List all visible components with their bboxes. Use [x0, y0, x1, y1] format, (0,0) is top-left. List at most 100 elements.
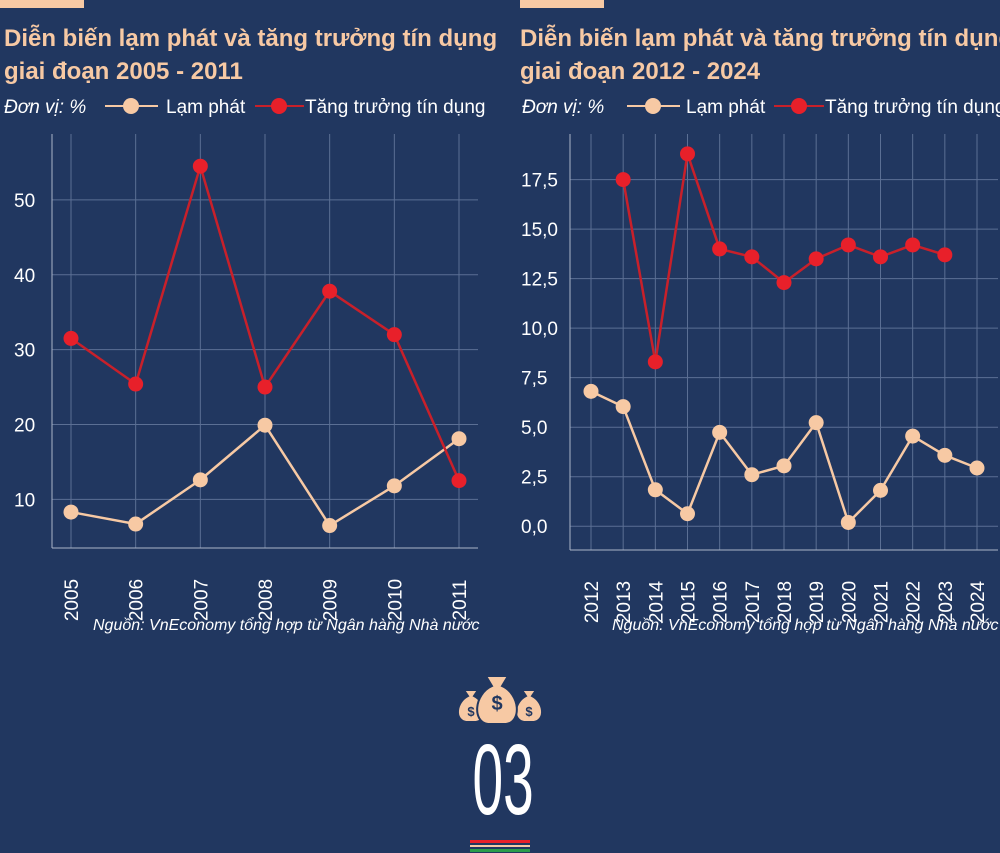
inflation-point: [192, 472, 208, 488]
inflation-point: [776, 458, 792, 474]
svg-text:$: $: [467, 704, 475, 719]
credit-point: [192, 158, 208, 174]
inflation-point: [63, 504, 79, 520]
money-bags-icon: $ $ $: [452, 664, 548, 728]
accent-bar-right: [520, 0, 604, 8]
credit-point: [680, 146, 695, 162]
y-tick-label: 17,5: [521, 171, 558, 192]
svg-text:$: $: [525, 704, 533, 719]
credit-point: [257, 379, 273, 395]
y-tick-label: 5,0: [521, 418, 547, 439]
divider-stripes: [470, 840, 530, 853]
credit-point: [647, 354, 663, 370]
credit-point: [744, 249, 760, 265]
legend-credit-label-left: Tăng trưởng tín dụng: [305, 97, 485, 118]
inflation-point: [905, 428, 921, 444]
y-tick-label: 7,5: [521, 369, 547, 390]
inflation-point: [969, 460, 985, 476]
unit-label-right: Đơn vị: %: [522, 97, 604, 118]
chart-title-right: Diễn biến lạm phát và tăng trưởng tín dụ…: [520, 22, 1000, 88]
y-tick-label: 12,5: [521, 270, 558, 291]
chart-title-right-line1: Diễn biến lạm phát và tăng trưởng tín dụ…: [520, 25, 1000, 52]
x-tick-label: 2021: [872, 581, 893, 623]
chart-title-left: Diễn biến lạm phát và tăng trưởng tín dụ…: [4, 22, 497, 88]
credit-point: [808, 251, 824, 267]
chart-title-left-line2: giai đoạn 2005 - 2011: [4, 58, 243, 85]
x-tick-label: 2024: [968, 580, 989, 623]
inflation-point: [873, 482, 888, 498]
x-tick-label: 2005: [62, 579, 83, 621]
inflation-point: [386, 478, 402, 494]
credit-point: [615, 172, 631, 188]
x-tick-label: 2011: [450, 580, 471, 621]
chart-title-right-line2: giai đoạn 2012 - 2024: [520, 58, 761, 85]
accent-bar-left: [0, 0, 84, 8]
legend-inflation-marker-left: [123, 98, 139, 114]
legend-credit-marker-right: [791, 98, 807, 114]
credit-point: [840, 237, 856, 253]
x-tick-label: 2009: [321, 579, 342, 621]
inflation-point: [128, 516, 144, 532]
source-note-left: Nguồn: VnEconomy tổng hợp từ Ngân hàng N…: [93, 616, 480, 634]
inflation-point: [937, 447, 953, 463]
inflation-point: [615, 399, 631, 415]
x-tick-label: 2014: [646, 580, 667, 623]
chart-title-left-line1: Diễn biến lạm phát và tăng trưởng tín dụ…: [4, 25, 498, 52]
x-tick-label: 2019: [807, 581, 828, 623]
legend-inflation-label-left: Lạm phát: [166, 97, 246, 118]
source-note-right: Nguồn: VnEconomy tổng hợp từ Ngân hàng N…: [612, 616, 999, 634]
credit-point: [128, 376, 144, 392]
credit-point: [905, 237, 921, 253]
credit-point: [712, 241, 728, 257]
legend-inflation-marker-right: [645, 98, 661, 114]
x-tick-label: 2020: [839, 581, 860, 623]
svg-text:$: $: [491, 693, 502, 715]
y-tick-label: 10: [14, 490, 35, 511]
x-tick-label: 2010: [385, 579, 406, 621]
y-tick-label: 20: [14, 415, 35, 436]
x-tick-label: 2017: [743, 581, 764, 623]
y-tick-label: 40: [14, 266, 35, 287]
y-tick-label: 50: [14, 191, 35, 212]
inflation-point: [451, 431, 467, 447]
charts-canvas: Đơn vị: % Lạm phát Tăng trưởng tín dụng …: [4, 97, 1000, 634]
x-tick-label: 2022: [904, 581, 925, 623]
inflation-point: [808, 415, 824, 431]
x-tick-label: 2015: [679, 581, 700, 623]
plot-area-right: 0,0 2,5 5,0 7,5 10,0 12,5 15,0 17,5 2012 2013 2014…: [521, 134, 998, 623]
inflation-point: [680, 506, 695, 522]
legend-left: Lạm phát Tăng trưởng tín dụng: [105, 97, 485, 118]
inflation-point: [257, 417, 273, 433]
y-tick-label: 10,0: [521, 319, 558, 340]
x-tick-label: 2018: [775, 581, 796, 623]
credit-point: [937, 247, 953, 263]
credit-point: [873, 249, 888, 265]
x-tick-label: 2023: [936, 581, 957, 623]
y-tick-label: 0,0: [521, 517, 547, 538]
x-tick-label: 2013: [614, 581, 635, 623]
y-tick-label: 30: [14, 341, 35, 362]
plot-area-left: 10 20 30 40 50 2005 2006 2007 2008 2009 2010 2011: [14, 134, 478, 621]
inflation-point: [840, 514, 856, 530]
credit-point: [451, 473, 467, 489]
credit-point: [386, 327, 402, 343]
inflation-point: [583, 383, 599, 399]
inflation-point: [647, 482, 663, 498]
inflation-point: [744, 467, 760, 483]
credit-point: [776, 275, 792, 291]
x-tick-label: 2006: [127, 579, 148, 621]
credit-point: [63, 330, 79, 346]
x-tick-label: 2008: [256, 579, 277, 621]
x-tick-label: 2007: [191, 579, 212, 621]
y-tick-label: 15,0: [521, 220, 558, 241]
legend-credit-label-right: Tăng trưởng tín dụng: [825, 97, 1000, 118]
x-tick-label: 2012: [582, 581, 603, 623]
legend-inflation-label-right: Lạm phát: [686, 97, 766, 118]
inflation-point: [712, 424, 728, 440]
inflation-point: [322, 518, 338, 534]
legend-right: Lạm phát Tăng trưởng tín dụng: [627, 97, 1000, 118]
y-tick-label: 2,5: [521, 468, 547, 489]
section-number: 03: [472, 724, 534, 836]
x-tick-label: 2016: [711, 581, 732, 623]
